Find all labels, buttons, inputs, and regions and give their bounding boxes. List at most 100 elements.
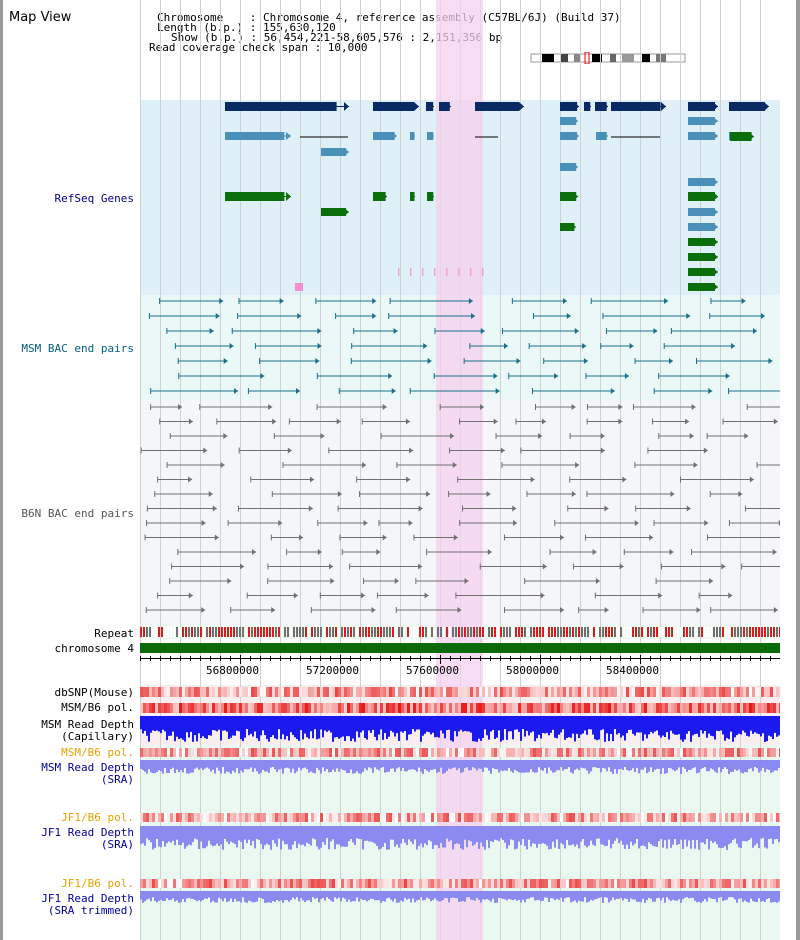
repeat-block — [293, 627, 295, 637]
genome-browser-plot[interactable]: 56800000 57200000 57600000 58000000 58400000 — [140, 0, 780, 940]
pol-cell — [650, 687, 653, 697]
repeat-block — [662, 627, 664, 637]
pol-cell — [320, 703, 323, 713]
pol-cell — [734, 813, 737, 822]
pol-cell — [437, 687, 440, 697]
depth-bar — [160, 760, 162, 772]
depth-bar — [228, 760, 230, 773]
pol-cell — [281, 703, 284, 713]
repeat-block — [686, 627, 688, 637]
depth-bar — [654, 891, 656, 902]
depth-bar — [390, 891, 392, 900]
depth-bar — [742, 826, 744, 842]
depth-bar — [356, 826, 358, 839]
pol-cell — [740, 813, 743, 822]
depth-bar — [216, 826, 218, 844]
pol-cell — [374, 703, 377, 713]
depth-bar — [510, 760, 512, 772]
pol-cell — [428, 879, 431, 888]
depth-bar — [608, 826, 610, 840]
pol-cell — [707, 813, 710, 822]
depth-bar — [154, 760, 156, 774]
msm-bac-pair — [350, 358, 432, 364]
depth-bar — [688, 826, 690, 841]
depth-bar — [236, 760, 238, 768]
pol-cell — [644, 748, 647, 757]
depth-bar — [434, 826, 436, 846]
depth-bar — [690, 826, 692, 849]
depth-bar — [348, 826, 350, 842]
pol-cell — [443, 813, 446, 822]
depth-bar — [476, 891, 478, 898]
b6n-bac-pair — [586, 418, 623, 425]
depth-bar — [656, 760, 658, 769]
depth-bar — [152, 826, 154, 850]
right-border[interactable] — [796, 0, 800, 940]
depth-bar — [724, 716, 726, 741]
pol-cell — [257, 748, 260, 757]
gene-green — [688, 268, 718, 276]
depth-bar — [612, 716, 614, 742]
pol-cell — [404, 748, 407, 757]
pol-cell — [683, 748, 686, 757]
depth-bar — [256, 891, 258, 902]
depth-bar — [286, 826, 288, 845]
msm-bac-pair — [709, 313, 765, 319]
pol-cell — [626, 879, 629, 888]
depth-bar — [404, 891, 406, 898]
depth-bar — [718, 891, 720, 898]
pol-cell — [725, 748, 728, 757]
pol-cell — [677, 813, 680, 822]
pol-cell — [731, 879, 734, 888]
depth-bar — [196, 826, 198, 840]
pol-cell — [587, 748, 590, 757]
pol-cell — [647, 879, 650, 888]
pol-cell — [530, 813, 533, 822]
pol-cell — [590, 813, 593, 822]
depth-bar — [258, 716, 260, 742]
pol-cell — [683, 879, 686, 888]
depth-bar — [492, 760, 494, 769]
pol-cell — [428, 813, 431, 822]
pol-cell — [365, 879, 368, 888]
depth-bar — [680, 760, 682, 774]
pol-cell — [248, 703, 251, 713]
pol-cell — [641, 879, 644, 888]
pol-cell — [365, 813, 368, 822]
pol-cell — [203, 687, 206, 697]
pol-cell — [422, 813, 425, 822]
repeat-block — [152, 627, 154, 637]
pol-cell — [341, 703, 344, 713]
depth-bar — [190, 826, 192, 846]
gene-green — [688, 253, 718, 261]
pol-cell — [761, 748, 764, 757]
pol-cell — [239, 703, 242, 713]
pol-cell — [647, 748, 650, 757]
pol-cell — [362, 813, 365, 822]
depth-bar — [278, 891, 280, 902]
pol-cell — [479, 813, 482, 822]
pol-cell — [701, 703, 704, 713]
pol-cell — [233, 687, 236, 697]
depth-bar — [558, 716, 560, 735]
depth-bar — [458, 760, 460, 769]
pol-cell — [188, 687, 191, 697]
depth-bar — [496, 891, 498, 903]
depth-bar — [362, 760, 364, 772]
pol-cell — [158, 879, 161, 888]
depth-bar — [284, 716, 286, 740]
repeat-block — [149, 627, 151, 637]
pol-cell — [194, 879, 197, 888]
pol-cell — [506, 687, 509, 697]
b6n-bac-pair — [652, 418, 690, 425]
coverage-span-info: Read coverage check span : 10,000 — [149, 41, 368, 54]
pol-cell — [371, 813, 374, 822]
repeat-block — [503, 627, 505, 637]
repeat-block — [428, 627, 430, 637]
depth-bar — [302, 760, 304, 769]
depth-bar — [438, 760, 440, 772]
repeat-block — [341, 627, 343, 637]
pol-cell — [425, 879, 428, 888]
depth-bar — [380, 716, 382, 730]
depth-bar — [244, 891, 246, 903]
